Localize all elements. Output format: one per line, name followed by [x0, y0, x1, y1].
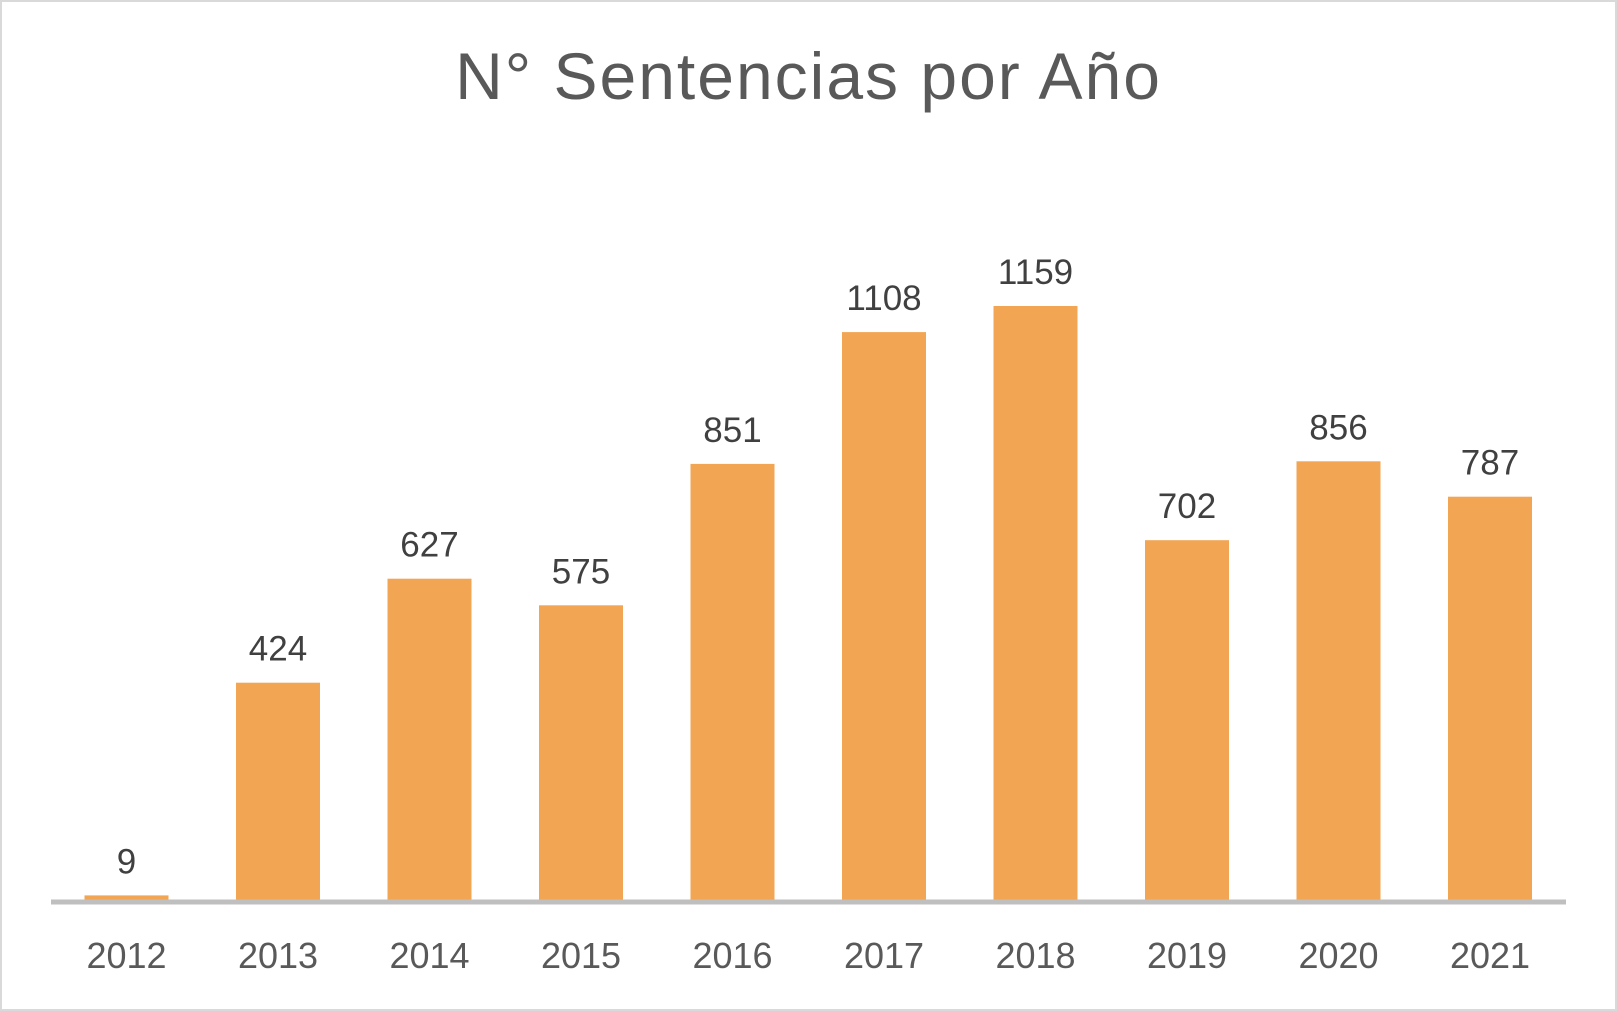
- x-tick-label-2018: 2018: [995, 935, 1075, 976]
- bar-2013: [236, 682, 320, 900]
- bars-layer: [84, 306, 1532, 901]
- x-tick-label-2020: 2020: [1298, 935, 1378, 976]
- bar-2012: [84, 895, 169, 900]
- data-label-2015: 575: [552, 552, 610, 591]
- data-label-2018: 1159: [998, 253, 1073, 292]
- x-tick-label-2017: 2017: [844, 935, 924, 976]
- bar-2018: [993, 306, 1078, 900]
- x-tick-label-2012: 2012: [86, 935, 166, 976]
- x-tick-label-2016: 2016: [692, 935, 772, 976]
- data-label-2016: 851: [703, 411, 761, 450]
- data-label-2017: 1108: [846, 279, 921, 318]
- data-label-2012: 9: [117, 842, 136, 881]
- x-tick-labels-layer: 2012 2013 2014 2015 2016 2017 2018 2019 2020 2021: [86, 935, 1530, 976]
- data-labels-layer: 9 424 627 575 851 1108 1159 702 856 787: [117, 253, 1519, 881]
- data-label-2014: 627: [400, 526, 458, 565]
- data-label-2021: 787: [1461, 444, 1519, 483]
- chart-title: N° Sentencias por Año: [455, 39, 1162, 113]
- x-tick-label-2015: 2015: [541, 935, 621, 976]
- bar-2020: [1296, 461, 1381, 900]
- x-tick-label-2014: 2014: [389, 935, 469, 976]
- bar-2017: [842, 332, 926, 901]
- bar-2015: [539, 605, 623, 900]
- bar-2019: [1145, 540, 1229, 900]
- data-label-2019: 702: [1158, 487, 1216, 526]
- x-tick-label-2021: 2021: [1450, 935, 1530, 976]
- bar-2016: [690, 463, 775, 900]
- bar-2014: [387, 578, 472, 900]
- x-tick-label-2013: 2013: [238, 935, 318, 976]
- data-label-2013: 424: [249, 630, 307, 669]
- bar-2021: [1448, 496, 1532, 900]
- x-tick-label-2019: 2019: [1147, 935, 1227, 976]
- data-label-2020: 856: [1309, 408, 1367, 447]
